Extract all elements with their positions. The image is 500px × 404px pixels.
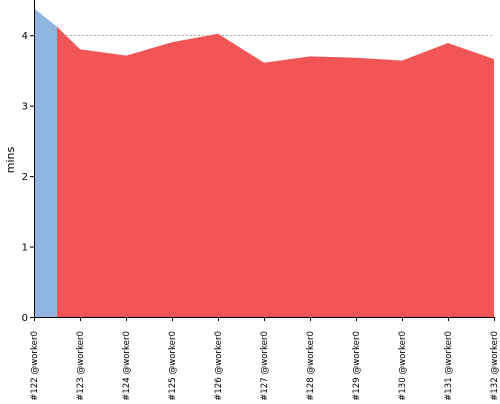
axis-layer: 0 1 2 3 4 #122 @worker0 #123 @worker0 #124 @wor… — [22, 0, 500, 401]
x-tick-label: #124 @worker0 — [122, 331, 132, 400]
area-layer — [34, 8, 494, 318]
x-tick-label: #126 @worker0 — [214, 331, 224, 400]
x-tick-label: #132 @worker0 — [490, 331, 500, 400]
y-tick-label: 4 — [22, 31, 28, 42]
area-series-1 — [57, 26, 494, 318]
x-tick-label: #122 @worker0 — [30, 331, 40, 400]
x-tick-label: #125 @worker0 — [168, 331, 178, 400]
y-tick-label: 2 — [22, 172, 28, 183]
x-tick-label: #130 @worker0 — [398, 331, 408, 400]
x-tick-label: #129 @worker0 — [352, 331, 362, 400]
y-axis-label: mins — [4, 146, 17, 173]
y-tick-label: 0 — [22, 313, 28, 324]
x-tick-label: #123 @worker0 — [76, 331, 86, 400]
area-series-0 — [34, 8, 57, 317]
x-tick-label: #131 @worker0 — [444, 331, 454, 400]
y-tick-label: 3 — [22, 102, 28, 113]
x-tick-label: #127 @worker0 — [260, 331, 270, 400]
x-tick-label: #128 @worker0 — [306, 331, 316, 400]
y-tick-label: 1 — [22, 243, 28, 254]
